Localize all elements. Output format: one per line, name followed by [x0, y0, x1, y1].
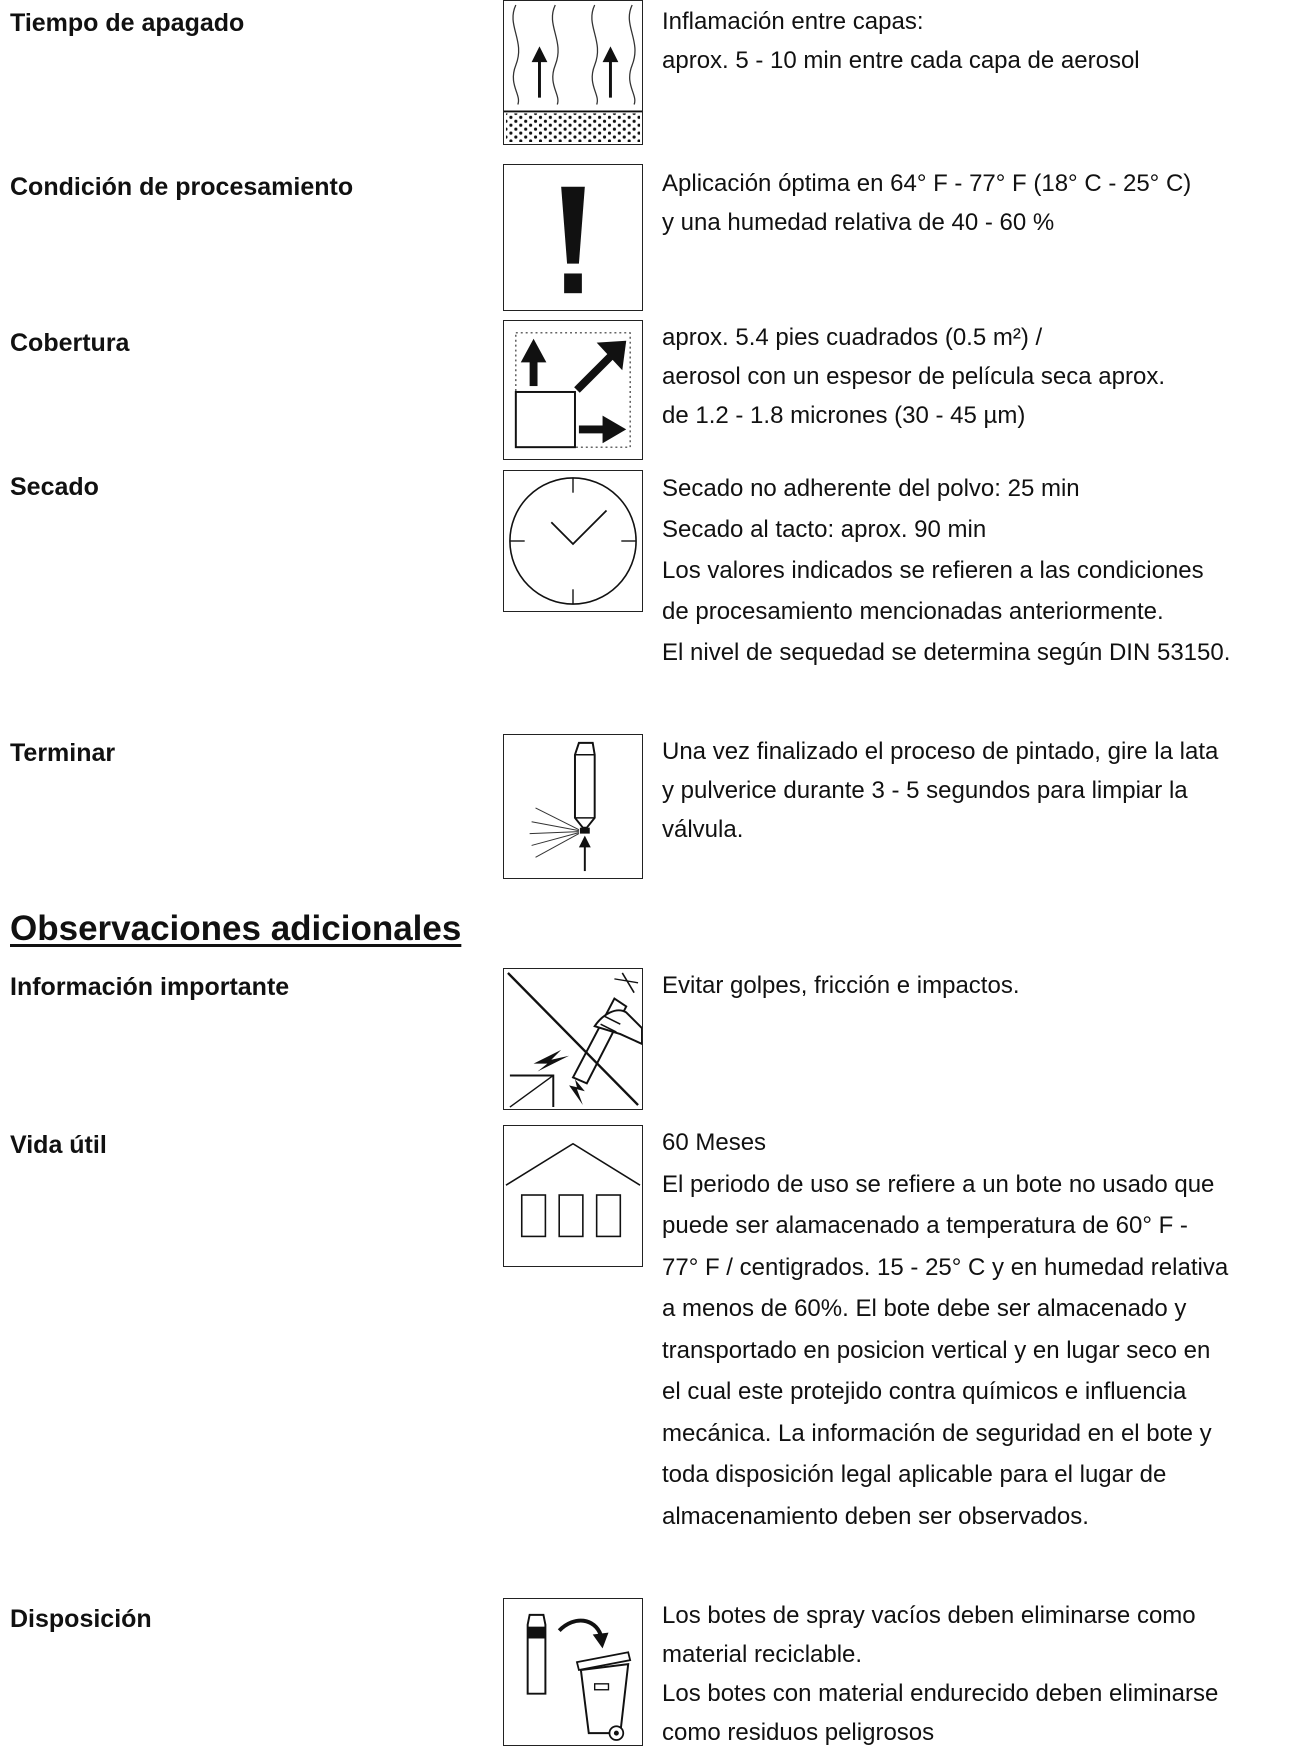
desc-terminar: Una vez finalizado el proceso de pintado…: [662, 732, 1302, 849]
desc-line: a menos de 60%. El bote debe ser almacen…: [662, 1295, 1187, 1322]
desc-line: transportado en posicion vertical y en l…: [662, 1336, 1211, 1364]
desc-line: como residuos peligrosos: [662, 1719, 935, 1746]
desc-line: y pulverice durante 3 - 5 segundos para …: [662, 777, 1188, 804]
label-tiempo-de-apagado: Tiempo de apagado: [10, 9, 245, 37]
desc-line: El nivel de sequedad se determina según …: [662, 639, 1231, 666]
clock-icon: [503, 470, 643, 612]
label-informacion-importante: Información importante: [10, 973, 290, 1001]
desc-line: y una humedad relativa de 40 - 60 %: [662, 209, 1055, 236]
desc-line: de 1.2 - 1.8 micrones (30 - 45 µm): [662, 402, 1026, 429]
desc-line: Secado no adherente del polvo: 25 min: [662, 475, 1080, 502]
desc-line: de procesamiento mencionadas anteriormen…: [662, 598, 1164, 625]
flash-off-fumes-icon: [503, 0, 643, 145]
desc-line: Los botes de spray vacíos deben eliminar…: [662, 1602, 1196, 1629]
storage-house-icon: [503, 1125, 643, 1267]
desc-vida-util: 60 Meses El periodo de uso se refiere a …: [662, 1122, 1302, 1537]
desc-informacion-importante: Evitar golpes, fricción e impactos.: [662, 966, 1302, 1005]
exclamation-icon: [503, 164, 643, 311]
desc-line: Inflamación entre capas:: [662, 8, 924, 35]
desc-line: el cual este protejido contra químicos e…: [662, 1378, 1187, 1405]
desc-tiempo-de-apagado: Inflamación entre capas: aprox. 5 - 10 m…: [662, 2, 1302, 80]
desc-cobertura: aprox. 5.4 pies cuadrados (0.5 m²) / aer…: [662, 318, 1302, 435]
label-vida-util: Vida útil: [10, 1131, 107, 1159]
desc-line: material reciclable.: [662, 1641, 863, 1668]
desc-disposicion: Los botes de spray vacíos deben eliminar…: [662, 1596, 1302, 1752]
desc-line: 60 Meses: [662, 1129, 767, 1156]
desc-line: aprox. 5.4 pies cuadrados (0.5 m²) /: [662, 324, 1043, 351]
desc-line: 77° F / centigrados. 15 - 25° C y en hum…: [662, 1253, 1229, 1281]
desc-line: Secado al tacto: aprox. 90 min: [662, 516, 987, 543]
desc-condicion-de-procesamiento: Aplicación óptima en 64° F - 77° F (18° …: [662, 164, 1302, 242]
desc-line: aprox. 5 - 10 min entre cada capa de aer…: [662, 47, 1140, 74]
desc-line: mecánica. La información de seguridad en…: [662, 1419, 1212, 1447]
section-heading-observaciones: Observaciones adicionales: [10, 909, 462, 948]
desc-line: puede ser alamacenado a temperatura de 6…: [662, 1212, 1188, 1239]
label-secado: Secado: [10, 473, 99, 501]
no-impact-icon: [503, 968, 643, 1110]
label-condicion-de-procesamiento: Condición de procesamiento: [10, 173, 354, 201]
recycle-bin-icon: [503, 1598, 643, 1746]
label-cobertura: Cobertura: [10, 329, 130, 357]
desc-line: Una vez finalizado el proceso de pintado…: [662, 738, 1219, 765]
desc-line: aerosol con un espesor de película seca …: [662, 363, 1165, 390]
inverted-spray-can-icon: [503, 734, 643, 879]
desc-line: Evitar golpes, fricción e impactos.: [662, 972, 1020, 999]
desc-line: Los valores indicados se refieren a las …: [662, 557, 1204, 584]
desc-line: El periodo de uso se refiere a un bote n…: [662, 1170, 1215, 1198]
desc-line: almacenamiento deben ser observados.: [662, 1502, 1089, 1530]
desc-line: Aplicación óptima en 64° F - 77° F (18° …: [662, 170, 1192, 197]
desc-secado: Secado no adherente del polvo: 25 min Se…: [662, 468, 1302, 673]
desc-line: Los botes con material endurecido deben …: [662, 1680, 1219, 1707]
label-disposicion: Disposición: [10, 1605, 152, 1633]
desc-line: válvula.: [662, 816, 744, 843]
coverage-arrows-icon: [503, 320, 643, 460]
desc-line: toda disposición legal aplicable para el…: [662, 1461, 1167, 1488]
label-terminar: Terminar: [10, 739, 116, 767]
